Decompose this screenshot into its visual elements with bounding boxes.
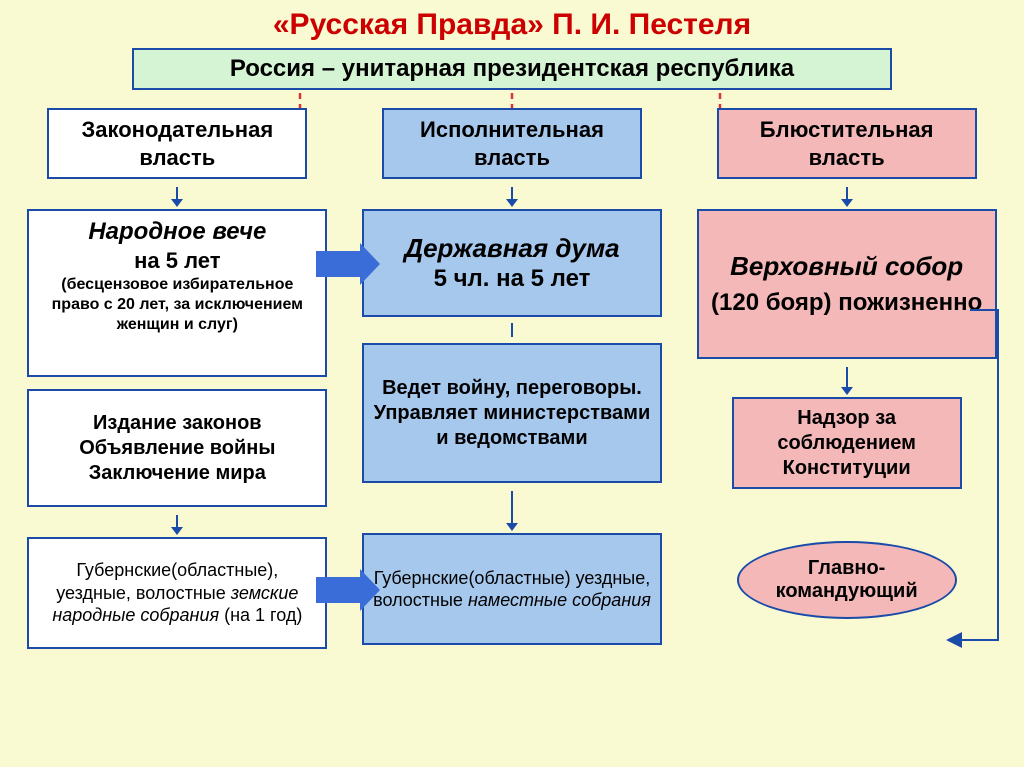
executive-body: Державная дума 5 чл. на 5 лет <box>362 209 662 317</box>
supervisory-powers: Надзор за соблюдением Конституции <box>732 397 962 489</box>
legislative-local-text: Губернские(областные), уездные, волостны… <box>37 559 317 627</box>
sobor-term: (120 бояр) пожизненно <box>707 288 987 318</box>
arrow-icon <box>511 187 513 201</box>
veche-note: (бесцензовое избирательное право с 20 ле… <box>37 275 317 335</box>
supervisory-header: Блюстительная власть <box>717 108 977 179</box>
arrow-icon <box>846 187 848 201</box>
legislative-powers: Издание законов Объявление войны Заключе… <box>27 389 327 507</box>
duma-title: Державная дума <box>372 232 652 265</box>
page-title: «Русская Правда» П. И. Пестеля <box>0 0 1024 48</box>
arrow-icon <box>176 187 178 201</box>
duma-term: 5 чл. на 5 лет <box>372 264 652 294</box>
arrow-icon <box>176 515 178 529</box>
col-legislative: Законодательная власть Народное вече на … <box>27 108 327 649</box>
arrow-icon <box>846 367 848 389</box>
veche-term: на 5 лет <box>37 247 317 275</box>
legislative-header: Законодательная власть <box>47 108 307 179</box>
sobor-title: Верховный собор <box>707 250 987 283</box>
executive-header: Исполнительная власть <box>382 108 642 179</box>
columns-wrap: Законодательная власть Народное вече на … <box>0 108 1024 649</box>
executive-local-text: Губернские(областные) уездные, волостные… <box>372 567 652 612</box>
supervisory-body: Верховный собор (120 бояр) пожизненно <box>697 209 997 359</box>
legislative-body: Народное вече на 5 лет (бесцензовое изби… <box>27 209 327 377</box>
subtitle-box: Россия – унитарная президентская республ… <box>132 48 892 90</box>
blue-arrow-icon <box>316 251 362 277</box>
col-executive: Исполнительная власть Державная дума 5 ч… <box>362 108 662 649</box>
commander-ellipse: Главно-командующий <box>737 541 957 619</box>
legislative-local: Губернские(областные), уездные, волостны… <box>27 537 327 649</box>
connector-line <box>511 323 513 337</box>
executive-local: Губернские(областные) уездные, волостные… <box>362 533 662 645</box>
arrow-icon <box>511 491 513 525</box>
veche-title: Народное вече <box>37 217 317 247</box>
executive-powers: Ведет войну, переговоры. Управляет минис… <box>362 343 662 483</box>
col-supervisory: Блюстительная власть Верховный собор (12… <box>697 108 997 649</box>
blue-arrow-icon <box>316 577 362 603</box>
